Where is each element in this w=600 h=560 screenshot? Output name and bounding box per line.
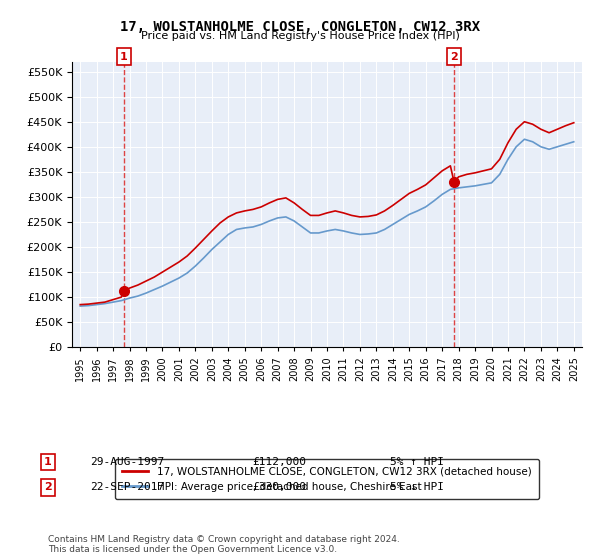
- Text: 29-AUG-1997: 29-AUG-1997: [90, 457, 164, 467]
- Text: £330,000: £330,000: [252, 482, 306, 492]
- Legend: 17, WOLSTANHOLME CLOSE, CONGLETON, CW12 3RX (detached house), HPI: Average price: 17, WOLSTANHOLME CLOSE, CONGLETON, CW12 …: [115, 459, 539, 499]
- Text: 2: 2: [450, 52, 458, 62]
- Text: 1: 1: [120, 52, 128, 62]
- Text: 2: 2: [44, 482, 52, 492]
- Text: 5% ↑ HPI: 5% ↑ HPI: [390, 457, 444, 467]
- Text: Contains HM Land Registry data © Crown copyright and database right 2024.
This d: Contains HM Land Registry data © Crown c…: [48, 535, 400, 554]
- Text: 5% ↓ HPI: 5% ↓ HPI: [390, 482, 444, 492]
- Text: 17, WOLSTANHOLME CLOSE, CONGLETON, CW12 3RX: 17, WOLSTANHOLME CLOSE, CONGLETON, CW12 …: [120, 20, 480, 34]
- Text: Price paid vs. HM Land Registry's House Price Index (HPI): Price paid vs. HM Land Registry's House …: [140, 31, 460, 41]
- Text: £112,000: £112,000: [252, 457, 306, 467]
- Text: 22-SEP-2017: 22-SEP-2017: [90, 482, 164, 492]
- Text: 1: 1: [44, 457, 52, 467]
